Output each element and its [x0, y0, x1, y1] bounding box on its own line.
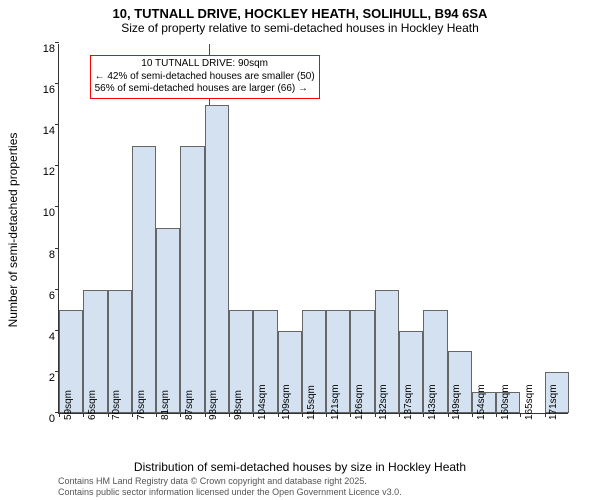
y-tick-label: 12 [29, 166, 55, 178]
y-tick-label: 0 [29, 413, 55, 425]
x-tick-label: 143sqm [427, 384, 438, 420]
x-tick-mark [229, 413, 230, 417]
x-tick-label: 87sqm [184, 390, 195, 420]
x-tick-label: 121sqm [330, 384, 341, 420]
footer-line1: Contains HM Land Registry data © Crown c… [58, 476, 402, 487]
histogram-bar [132, 146, 156, 413]
x-tick-mark [83, 413, 84, 417]
x-tick-mark [375, 413, 376, 417]
x-tick-mark [302, 413, 303, 417]
histogram-bar [156, 228, 180, 413]
x-tick-label: 149sqm [451, 384, 462, 420]
y-tick-mark [55, 165, 59, 166]
y-tick-label: 4 [29, 331, 55, 343]
x-tick-mark [253, 413, 254, 417]
footer-text: Contains HM Land Registry data © Crown c… [58, 476, 402, 498]
x-tick-mark [132, 413, 133, 417]
x-tick-mark [59, 413, 60, 417]
y-tick-label: 6 [29, 290, 55, 302]
x-tick-label: 126sqm [354, 384, 365, 420]
x-tick-label: 65sqm [87, 390, 98, 420]
y-tick-label: 10 [29, 207, 55, 219]
x-tick-label: 160sqm [500, 384, 511, 420]
x-tick-mark [545, 413, 546, 417]
x-axis-label: Distribution of semi-detached houses by … [0, 460, 600, 474]
chart-title-sub: Size of property relative to semi-detach… [0, 21, 600, 39]
y-tick-label: 18 [29, 43, 55, 55]
footer-line2: Contains public sector information licen… [58, 487, 402, 498]
x-tick-mark [180, 413, 181, 417]
x-tick-label: 93sqm [208, 390, 219, 420]
x-tick-label: 109sqm [281, 384, 292, 420]
annotation-line3: 56% of semi-detached houses are larger (… [95, 83, 315, 96]
x-tick-label: 115sqm [306, 385, 317, 420]
y-tick-label: 14 [29, 125, 55, 137]
x-tick-mark [326, 413, 327, 417]
x-tick-label: 81sqm [160, 390, 171, 420]
x-tick-label: 132sqm [378, 384, 389, 420]
x-tick-mark [278, 413, 279, 417]
x-tick-label: 137sqm [403, 384, 414, 420]
histogram-bar [205, 105, 229, 413]
y-tick-mark [55, 83, 59, 84]
y-tick-label: 2 [29, 372, 55, 384]
x-tick-mark [423, 413, 424, 417]
y-axis-label: Number of semi-detached properties [6, 133, 20, 328]
x-tick-mark [448, 413, 449, 417]
plot-area: 10 TUTNALL DRIVE: 90sqm ← 42% of semi-de… [58, 44, 568, 414]
y-tick-label: 16 [29, 84, 55, 96]
chart-container: 10, TUTNALL DRIVE, HOCKLEY HEATH, SOLIHU… [0, 0, 600, 500]
y-tick-mark [55, 289, 59, 290]
x-tick-label: 98sqm [233, 390, 244, 420]
x-tick-label: 171sqm [548, 384, 559, 420]
y-tick-mark [55, 206, 59, 207]
histogram-bar [180, 146, 204, 413]
x-tick-mark [205, 413, 206, 417]
x-tick-label: 76sqm [136, 390, 147, 420]
x-tick-label: 154sqm [476, 384, 487, 420]
y-tick-mark [55, 124, 59, 125]
y-tick-mark [55, 248, 59, 249]
x-tick-label: 104sqm [257, 384, 268, 420]
x-tick-mark [350, 413, 351, 417]
x-tick-mark [520, 413, 521, 417]
x-tick-label: 70sqm [111, 390, 122, 420]
x-tick-label: 59sqm [63, 390, 74, 420]
annotation-box: 10 TUTNALL DRIVE: 90sqm ← 42% of semi-de… [90, 55, 320, 99]
chart-title-main: 10, TUTNALL DRIVE, HOCKLEY HEATH, SOLIHU… [0, 0, 600, 21]
annotation-line2: ← 42% of semi-detached houses are smalle… [95, 71, 315, 84]
annotation-line1: 10 TUTNALL DRIVE: 90sqm [95, 58, 315, 71]
y-tick-mark [55, 42, 59, 43]
x-tick-mark [399, 413, 400, 417]
x-tick-mark [156, 413, 157, 417]
y-tick-label: 8 [29, 249, 55, 261]
x-tick-mark [496, 413, 497, 417]
x-tick-mark [108, 413, 109, 417]
x-tick-mark [472, 413, 473, 417]
x-tick-label: 165sqm [524, 384, 535, 420]
